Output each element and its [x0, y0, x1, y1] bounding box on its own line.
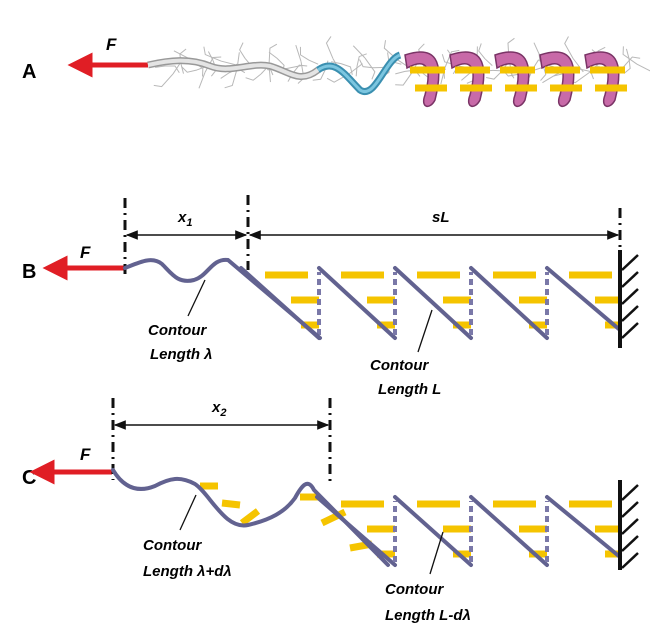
path-shape	[479, 43, 485, 58]
path-shape	[246, 74, 261, 80]
label: F	[80, 445, 91, 464]
ptr-shape	[418, 310, 432, 352]
hatch-shape	[622, 502, 638, 517]
it-shape: Contour Length L-dλ	[385, 581, 471, 624]
path-shape	[269, 52, 277, 58]
it-shape: Contour Length λ+dλ	[143, 537, 232, 580]
hatch-shape	[622, 272, 638, 287]
g-shape	[622, 485, 638, 568]
hatch-shape	[622, 485, 638, 500]
path-shape	[221, 73, 229, 79]
path-shape	[154, 74, 173, 87]
path-shape	[450, 52, 484, 106]
label: Length λ+dλ	[143, 563, 232, 580]
label: Length λ	[150, 346, 213, 363]
hatch-shape	[622, 289, 638, 304]
hatch-shape	[622, 519, 638, 534]
path-shape	[309, 60, 318, 64]
hatch-shape	[622, 553, 638, 568]
label: Length L-dλ	[385, 607, 471, 624]
g-shape	[154, 36, 650, 88]
it-shape: Contour Length L	[370, 357, 441, 398]
path-shape	[395, 71, 405, 74]
path-shape	[326, 36, 333, 58]
label: 1	[186, 217, 192, 229]
path-shape	[623, 46, 637, 64]
label: sL	[432, 209, 450, 226]
path-shape	[298, 61, 304, 83]
path-shape	[182, 67, 197, 73]
label: B	[22, 261, 36, 283]
it-shape: Contour Length λ	[148, 322, 213, 363]
path-shape	[585, 52, 619, 106]
label: Length L	[378, 381, 441, 398]
ptr-shape	[180, 495, 196, 530]
label: F	[106, 35, 117, 54]
label: C	[22, 467, 36, 489]
label: F	[80, 243, 91, 262]
path-shape	[637, 64, 650, 72]
label: Contour	[148, 322, 207, 339]
g-shape	[317, 497, 620, 565]
path-shape	[199, 72, 205, 88]
path-shape	[461, 74, 469, 80]
path-shape	[495, 52, 529, 106]
label: Contour	[370, 357, 429, 374]
it-shape: x1	[177, 209, 192, 229]
hatch-shape	[622, 306, 638, 321]
yel-shape	[222, 503, 240, 505]
panel-b: B F x1 sL Contour Length λ Contour Length …	[22, 195, 638, 398]
ptr-shape	[430, 532, 443, 574]
path-shape	[240, 43, 245, 59]
path-shape	[405, 52, 439, 106]
path-shape	[365, 58, 375, 79]
label: A	[22, 61, 36, 83]
figure: A F B F x1 sL Contour Length λ Contour Len…	[0, 0, 650, 633]
label: 2	[219, 407, 226, 419]
g-shape	[622, 255, 638, 338]
hatch-shape	[622, 255, 638, 270]
g-shape	[241, 268, 620, 338]
label: Contour	[385, 581, 444, 598]
path-shape	[485, 59, 492, 66]
panel-a: A F	[22, 35, 650, 106]
it-shape: x2	[211, 399, 226, 419]
label: Contour	[143, 537, 202, 554]
path-shape	[300, 47, 309, 60]
path-shape	[540, 52, 574, 106]
g-shape	[405, 52, 627, 106]
hatch-shape	[622, 536, 638, 551]
hatch-shape	[622, 323, 638, 338]
ptr-shape	[188, 280, 205, 316]
panel-c: C F x2 Contour Length λ+dλ Contour Length …	[22, 398, 638, 624]
